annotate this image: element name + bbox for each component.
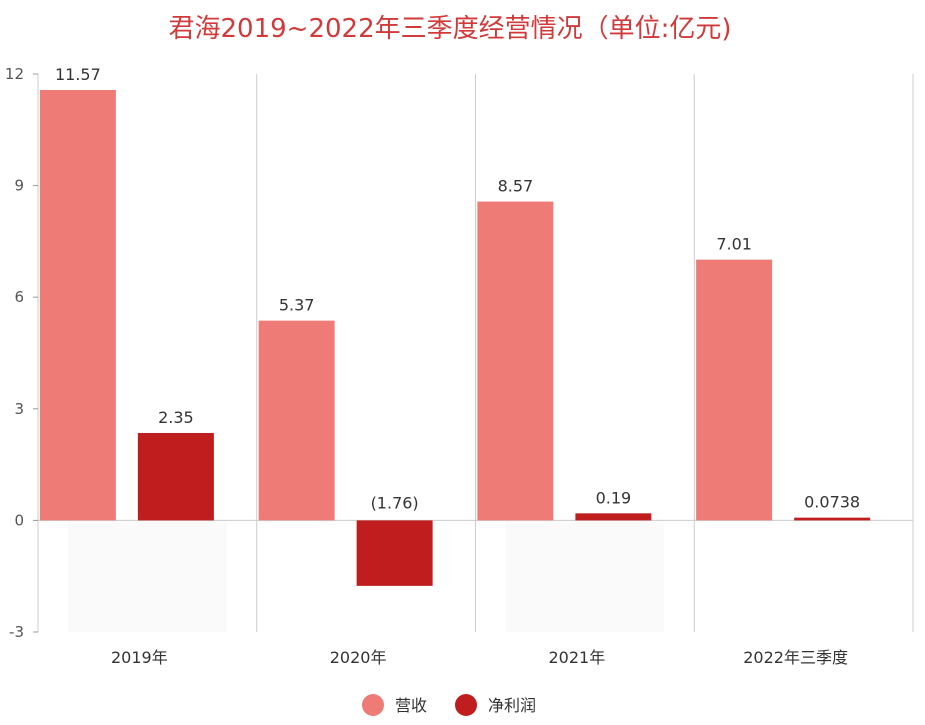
- plot-background: [68, 520, 665, 632]
- chart-title: 君海2019~2022年三季度经营情况（单位:亿元): [168, 14, 732, 44]
- y-tick-label: 0: [14, 511, 24, 529]
- legend-swatch-0[interactable]: [362, 694, 384, 716]
- bar-revenue-3: [696, 259, 773, 521]
- bar-net-profit-3: [794, 517, 871, 521]
- y-tick-label: 12: [5, 65, 24, 83]
- y-tick-label: 6: [14, 288, 24, 306]
- x-axis-categories: 2019年 2020年 2021年 2022年三季度: [111, 648, 848, 667]
- data-label: 8.57: [498, 177, 534, 196]
- legend-swatch-1[interactable]: [455, 694, 477, 716]
- bar-net-profit-0: [137, 432, 214, 521]
- data-label: 2.35: [158, 408, 194, 427]
- y-tick-label: -3: [9, 623, 24, 641]
- legend-label-0[interactable]: 营收: [395, 696, 427, 715]
- data-labels: 11.57 5.37 8.57 7.01 2.35 (1.76) 0.19 0.0738: [55, 65, 860, 512]
- y-tick-label: 9: [14, 177, 24, 195]
- bar-net-profit-2: [575, 513, 652, 521]
- data-label: 0.0738: [804, 493, 860, 512]
- data-label: (1.76): [371, 493, 419, 512]
- x-category-label: 2019年: [111, 648, 168, 667]
- legend-label-1[interactable]: 净利润: [488, 696, 536, 715]
- x-category-label: 2021年: [549, 648, 606, 667]
- band-2: [505, 520, 665, 632]
- data-label: 0.19: [596, 488, 632, 507]
- bar-revenue-0: [39, 89, 116, 521]
- band-0: [68, 520, 227, 632]
- y-axis-ticks: 12 9 6 3 0 -3: [5, 65, 38, 641]
- bar-net-profit-1: [356, 520, 433, 586]
- data-label: 11.57: [55, 65, 101, 84]
- bar-revenue-2: [477, 201, 554, 521]
- data-label: 7.01: [716, 235, 752, 254]
- y-tick-label: 3: [14, 400, 24, 418]
- data-label: 5.37: [279, 296, 315, 315]
- x-category-label: 2020年: [330, 648, 387, 667]
- bar-revenue-1: [258, 320, 335, 521]
- x-category-label: 2022年三季度: [743, 648, 848, 667]
- bars: [39, 89, 871, 586]
- legend[interactable]: 营收 净利润: [362, 694, 536, 716]
